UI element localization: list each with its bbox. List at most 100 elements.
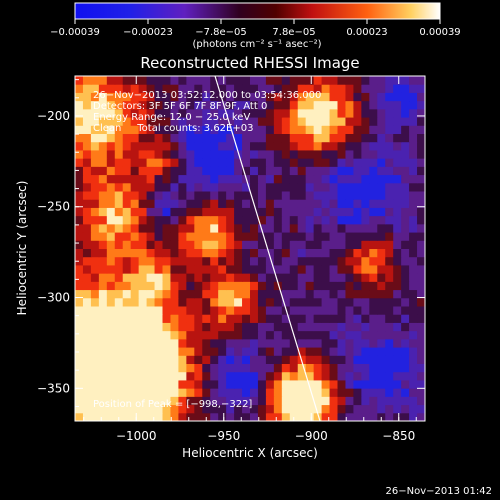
heatmap-cell bbox=[202, 240, 211, 249]
heatmap-cell bbox=[146, 191, 156, 200]
chart-title: Reconstructed RHESSI Image bbox=[140, 54, 359, 72]
heatmap-cell bbox=[393, 92, 402, 102]
heatmap-cell bbox=[178, 273, 187, 282]
heatmap-cell bbox=[114, 248, 124, 258]
heatmap-cell bbox=[257, 306, 267, 315]
heatmap-cell bbox=[313, 182, 323, 192]
heatmap-cell bbox=[361, 232, 370, 241]
heatmap-cell bbox=[154, 347, 163, 356]
heatmap-cell bbox=[210, 125, 219, 134]
heatmap-cell bbox=[377, 84, 386, 93]
heatmap-cell bbox=[401, 232, 410, 241]
heatmap-cell bbox=[82, 191, 92, 200]
colorbar-tick-label: 0.00023 bbox=[346, 27, 387, 38]
heatmap-cell bbox=[122, 84, 132, 93]
heatmap-cell bbox=[186, 174, 195, 184]
heatmap-cell bbox=[82, 338, 92, 348]
heatmap-cell bbox=[82, 264, 92, 274]
heatmap-cell bbox=[329, 166, 338, 176]
annotation-time: 26−Nov−2013 03:52:12.000 to 03:54:36.000 bbox=[93, 90, 321, 101]
heatmap-cell bbox=[194, 223, 203, 233]
heatmap-cell bbox=[178, 289, 187, 299]
heatmap-cell bbox=[393, 166, 402, 176]
heatmap-cell bbox=[273, 174, 283, 184]
heatmap-cell bbox=[409, 264, 418, 274]
heatmap-cell bbox=[186, 117, 195, 126]
heatmap-cell bbox=[98, 396, 108, 406]
heatmap-cell bbox=[329, 92, 338, 102]
heatmap-cell bbox=[337, 363, 346, 373]
heatmap-cell bbox=[194, 306, 203, 315]
heatmap-cell bbox=[369, 314, 378, 323]
heatmap-cell bbox=[90, 158, 100, 167]
heatmap-cell bbox=[281, 347, 291, 356]
heatmap-cell bbox=[75, 388, 84, 397]
heatmap-cell bbox=[98, 215, 108, 225]
heatmap-cell bbox=[289, 371, 299, 381]
heatmap-cell bbox=[257, 297, 267, 307]
colorbar-tick-label: 0.00039 bbox=[419, 27, 460, 38]
heatmap-cell bbox=[90, 207, 100, 217]
heatmap-cell bbox=[305, 133, 315, 143]
heatmap-cell bbox=[305, 338, 315, 348]
heatmap-cell bbox=[385, 322, 394, 332]
heatmap-cell bbox=[234, 84, 243, 93]
heatmap-cell bbox=[393, 363, 402, 373]
heatmap-cell bbox=[202, 347, 211, 356]
heatmap-cell bbox=[242, 191, 251, 200]
heatmap-cell bbox=[218, 289, 227, 299]
heatmap-cell bbox=[90, 355, 100, 364]
heatmap-cell bbox=[377, 371, 386, 381]
heatmap-cell bbox=[114, 273, 124, 282]
heatmap-cell bbox=[75, 314, 84, 323]
heatmap-cell bbox=[186, 207, 195, 217]
heatmap-cell bbox=[194, 379, 203, 389]
heatmap-cell bbox=[417, 273, 425, 282]
heatmap-cell bbox=[226, 92, 235, 102]
heatmap-cell bbox=[337, 174, 346, 184]
heatmap-cell bbox=[170, 92, 179, 102]
heatmap-cell bbox=[250, 125, 259, 134]
heatmap-cell bbox=[385, 199, 394, 208]
heatmap-cell bbox=[297, 306, 307, 315]
heatmap-cell bbox=[210, 76, 219, 85]
heatmap-cell bbox=[234, 240, 243, 249]
heatmap-cell bbox=[273, 240, 283, 249]
heatmap-cell bbox=[138, 330, 148, 340]
heatmap-cell bbox=[75, 404, 84, 414]
heatmap-cell bbox=[82, 84, 92, 93]
heatmap-cell bbox=[226, 338, 235, 348]
heatmap-cell bbox=[178, 281, 187, 291]
heatmap-cell bbox=[226, 289, 235, 299]
heatmap-cell bbox=[234, 330, 243, 340]
heatmap-cell bbox=[194, 330, 203, 340]
heatmap-cell bbox=[250, 174, 259, 184]
heatmap-cell bbox=[75, 338, 84, 348]
heatmap-cell bbox=[186, 281, 195, 291]
heatmap-cell bbox=[210, 158, 219, 167]
heatmap-cell bbox=[329, 264, 338, 274]
x-tick-label: −850 bbox=[382, 429, 415, 443]
heatmap-cell bbox=[170, 306, 179, 315]
heatmap-cell bbox=[138, 182, 148, 192]
heatmap-cell bbox=[186, 379, 195, 389]
heatmap-cell bbox=[162, 133, 171, 143]
heatmap-cell bbox=[409, 125, 418, 134]
heatmap-cell bbox=[321, 281, 331, 291]
heatmap-cell bbox=[257, 117, 267, 126]
heatmap-cell bbox=[122, 240, 132, 249]
heatmap-cell bbox=[90, 166, 100, 176]
heatmap-cell bbox=[305, 232, 315, 241]
heatmap-cell bbox=[417, 232, 425, 241]
heatmap-cell bbox=[265, 248, 275, 258]
heatmap-cell bbox=[138, 306, 148, 315]
heatmap-cell bbox=[82, 371, 92, 381]
heatmap-cell bbox=[361, 412, 370, 421]
heatmap-cell bbox=[75, 256, 84, 266]
heatmap-cell bbox=[122, 322, 132, 332]
heatmap-cell bbox=[130, 412, 140, 421]
heatmap-cell bbox=[417, 314, 425, 323]
heatmap-cell bbox=[242, 149, 251, 159]
heatmap-cell bbox=[90, 273, 100, 282]
heatmap-cell bbox=[170, 207, 179, 217]
